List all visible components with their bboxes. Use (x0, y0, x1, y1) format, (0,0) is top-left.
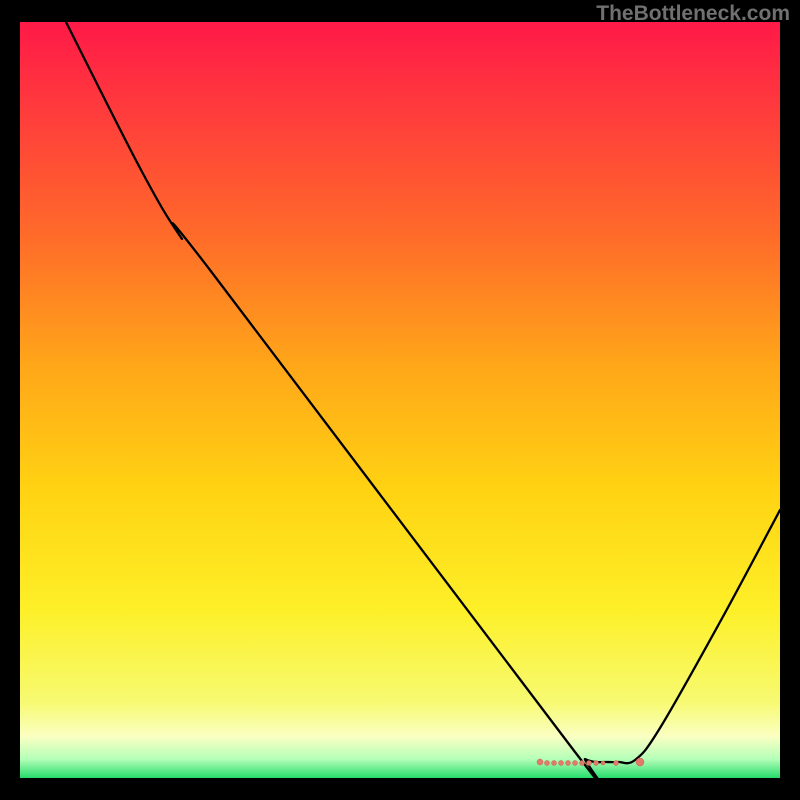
data-marker (580, 761, 585, 766)
data-marker (587, 761, 592, 766)
data-marker (537, 759, 543, 765)
chart-container: TheBottleneck.com (0, 0, 800, 800)
watermark-text: TheBottleneck.com (596, 2, 790, 26)
data-marker (573, 761, 578, 766)
data-marker (566, 761, 571, 766)
data-marker (636, 758, 644, 766)
data-marker (594, 761, 599, 766)
chart-background (20, 22, 780, 778)
data-marker (552, 761, 557, 766)
data-marker (559, 761, 564, 766)
gradient-valley-chart (20, 22, 780, 778)
data-marker (614, 761, 619, 766)
data-marker (545, 761, 550, 766)
data-marker (601, 761, 605, 765)
